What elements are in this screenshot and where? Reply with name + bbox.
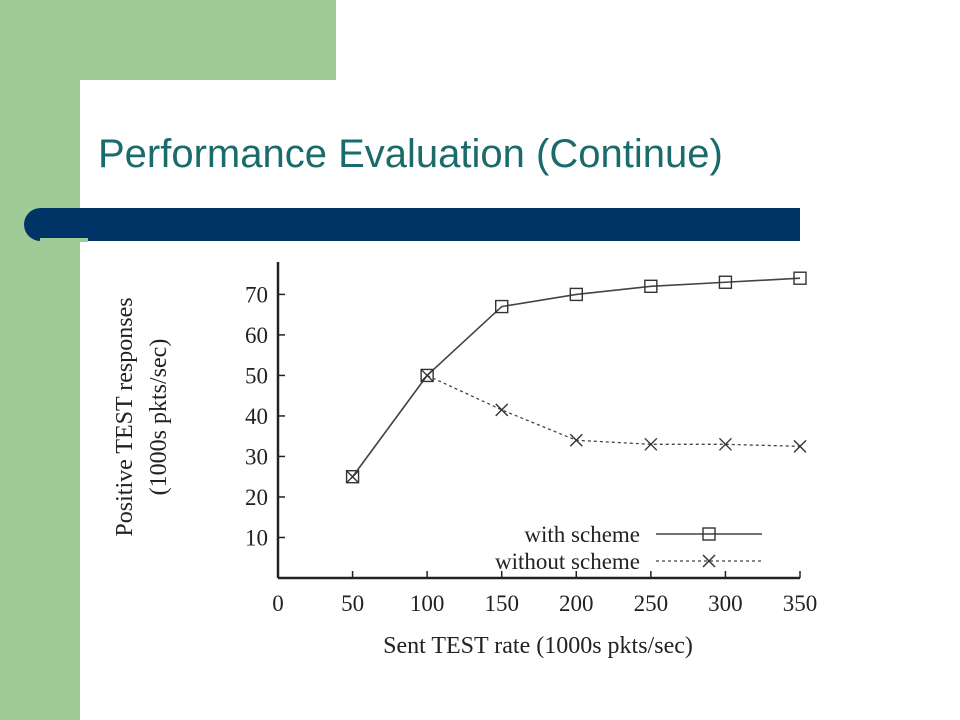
x-marker-stroke bbox=[495, 403, 509, 417]
legend-marker bbox=[702, 527, 716, 541]
data-point bbox=[345, 470, 360, 484]
x-tick-label: 100 bbox=[410, 591, 445, 616]
y-tick-label: 20 bbox=[245, 485, 268, 510]
x-tick-label: 50 bbox=[341, 591, 364, 616]
x-marker-stroke bbox=[420, 368, 434, 382]
y-tick-label: 60 bbox=[245, 323, 268, 348]
x-tick-label: 150 bbox=[484, 591, 519, 616]
chart-series bbox=[345, 271, 807, 484]
data-point bbox=[420, 368, 434, 382]
title-underline-bar bbox=[24, 208, 800, 241]
x-marker-stroke bbox=[644, 437, 658, 451]
x-marker-stroke bbox=[793, 439, 807, 453]
y-tick-label: 10 bbox=[245, 525, 268, 550]
series-line bbox=[352, 374, 801, 478]
data-point bbox=[718, 437, 732, 451]
legend-label: without scheme bbox=[495, 549, 640, 574]
data-point bbox=[644, 437, 658, 451]
line-chart: 10 20 30 40 50 60 70 0 50 100 150 200 250 300 350 with… bbox=[112, 262, 817, 659]
y-tick-label: 70 bbox=[245, 282, 268, 307]
y-axis-label-line1: Positive TEST responses bbox=[112, 297, 138, 536]
data-point bbox=[420, 368, 434, 383]
y-tick-label: 50 bbox=[245, 363, 268, 388]
data-point bbox=[644, 279, 658, 294]
x-tick-label: 0 bbox=[272, 591, 284, 616]
chart-axes bbox=[276, 262, 800, 580]
data-point bbox=[718, 275, 733, 289]
chart-ticks: 10 20 30 40 50 60 70 0 50 100 150 200 250 300 350 bbox=[245, 282, 817, 616]
x-marker-stroke bbox=[569, 433, 583, 447]
left-green-strip bbox=[0, 0, 80, 720]
series-1 bbox=[346, 368, 807, 484]
x-marker-stroke bbox=[702, 554, 716, 568]
legend-label: with scheme bbox=[524, 522, 640, 547]
x-marker-stroke bbox=[718, 437, 732, 451]
title-bar-notch bbox=[40, 238, 88, 242]
x-tick-label: 300 bbox=[708, 591, 743, 616]
series-line bbox=[351, 277, 801, 478]
data-point bbox=[793, 439, 807, 453]
x-marker-stroke bbox=[346, 470, 360, 484]
data-point bbox=[793, 271, 807, 285]
slide-title: Performance Evaluation (Continue) bbox=[98, 132, 723, 176]
x-tick-label: 250 bbox=[634, 591, 669, 616]
x-tick-label: 200 bbox=[559, 591, 594, 616]
x-tick-label: 350 bbox=[783, 591, 818, 616]
data-point bbox=[495, 299, 509, 314]
y-tick-label: 30 bbox=[245, 444, 268, 469]
data-point bbox=[346, 470, 360, 484]
x-axis-label: Sent TEST rate (1000s pkts/sec) bbox=[383, 633, 693, 659]
data-point bbox=[569, 287, 583, 302]
legend-marker bbox=[702, 554, 716, 568]
y-axis-label-line2: (1000s pkts/sec) bbox=[146, 339, 172, 496]
y-tick-label: 40 bbox=[245, 404, 268, 429]
data-point bbox=[495, 403, 509, 417]
data-point bbox=[569, 433, 583, 447]
top-green-block bbox=[80, 0, 336, 80]
series-0 bbox=[345, 271, 807, 484]
